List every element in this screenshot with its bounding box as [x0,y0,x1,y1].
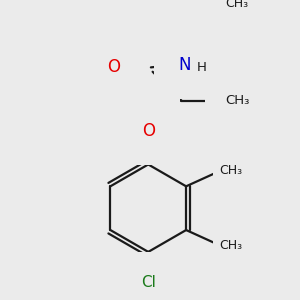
Text: O: O [107,58,120,76]
Text: CH₃: CH₃ [225,0,248,10]
Text: CH₃: CH₃ [219,164,242,177]
Text: H: H [196,61,206,74]
Text: N: N [179,56,191,74]
Text: CH₃: CH₃ [219,239,242,252]
Text: O: O [142,122,155,140]
Text: Cl: Cl [141,275,156,290]
Text: CH₃: CH₃ [225,94,250,107]
